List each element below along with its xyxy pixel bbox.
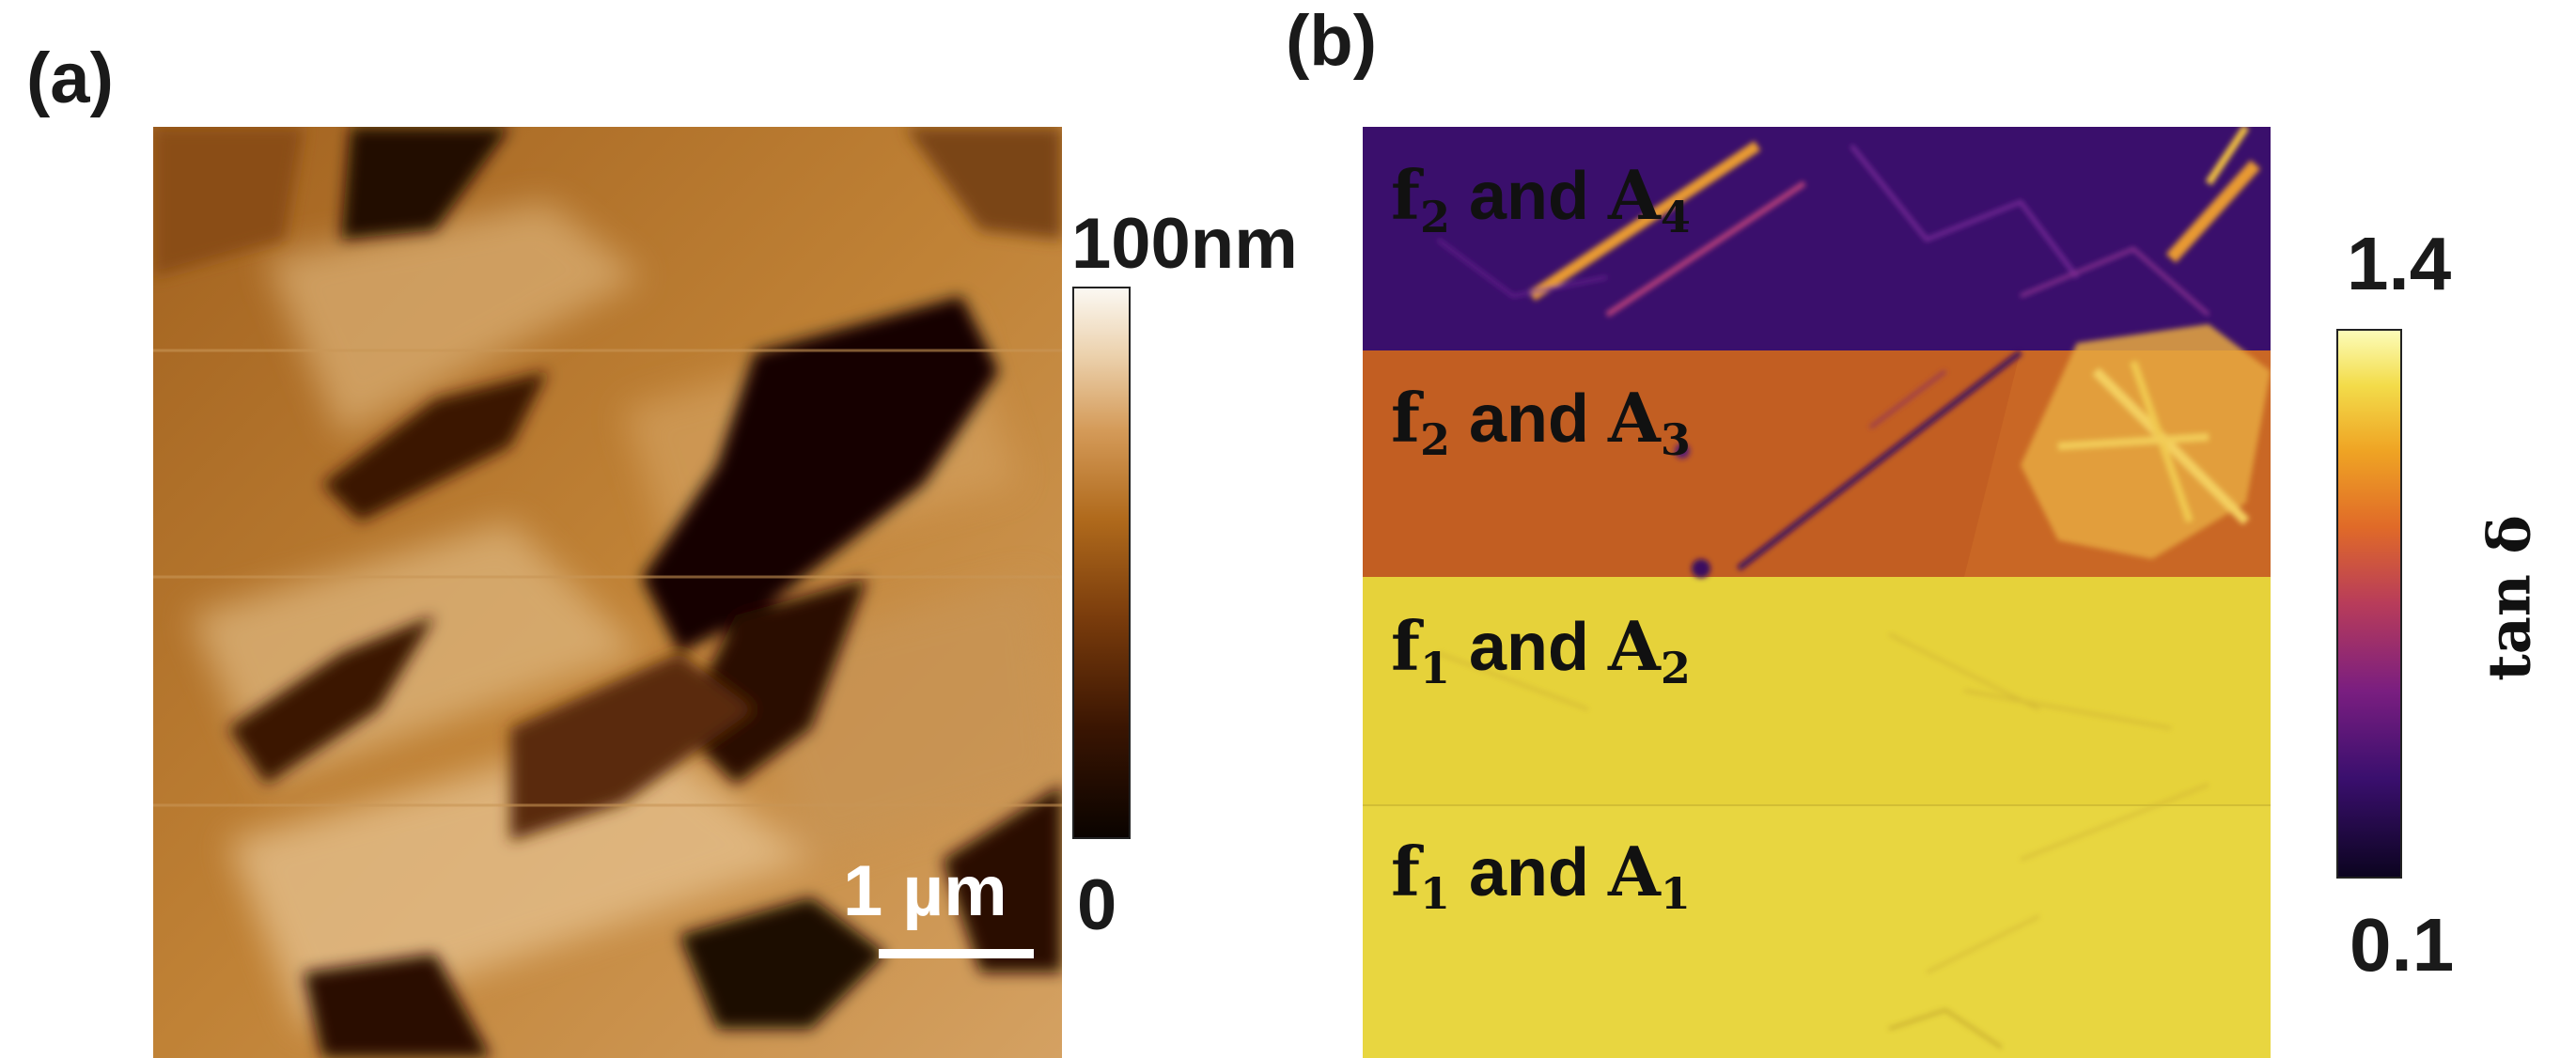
colorbar-b (2336, 329, 2402, 879)
strip-label-f1-a2: f1 and A2 (1391, 606, 1691, 693)
afm-topography-svg (153, 127, 1062, 1058)
panel-a-label: (a) (26, 39, 114, 118)
strip-label-f1-a1: f1 and A1 (1391, 832, 1691, 919)
colorbar-a-max-label: 100nm (1071, 204, 1298, 284)
tan-delta-map-svg (1363, 127, 2271, 1058)
scale-bar-label: 1 µm (843, 851, 1007, 931)
strip-label-f2-a3: f2 and A3 (1391, 378, 1691, 465)
colorbar-a-min-label: 0 (1077, 865, 1117, 945)
panel-b-label: (b) (1286, 1, 1378, 81)
afm-height-image (153, 127, 1062, 1058)
colorbar-b-max-label: 1.4 (2347, 222, 2452, 305)
tan-delta-map: f2 and A4 f2 and A3 f1 and A2 f1 and A1 (1363, 127, 2271, 1058)
colorbar-a (1072, 287, 1131, 839)
colorbar-b-min-label: 0.1 (2350, 903, 2455, 987)
scale-bar (879, 949, 1034, 958)
strip-label-f2-a4: f2 and A4 (1391, 155, 1691, 242)
colorbar-b-axis-label: tan δ (2475, 515, 2544, 681)
